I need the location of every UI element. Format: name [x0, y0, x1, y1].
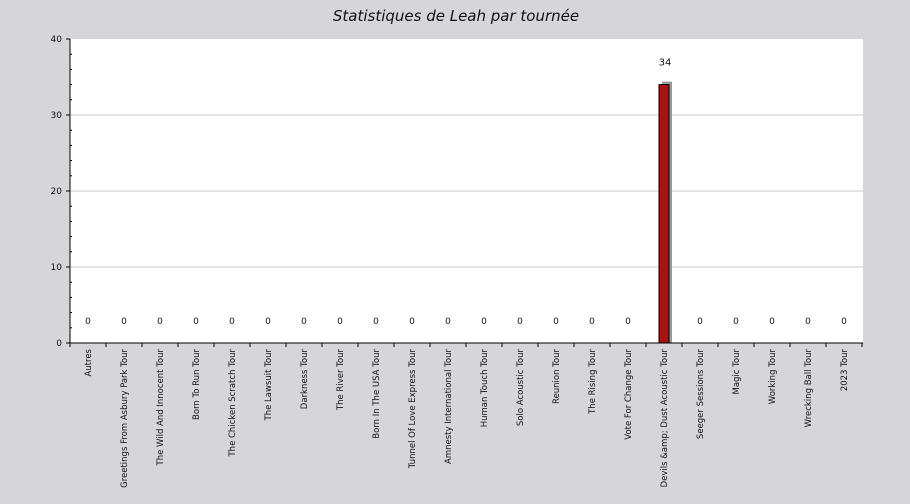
bar-value-label: 0 — [301, 317, 307, 327]
x-category-label: Autres — [84, 348, 94, 376]
grid-layer — [70, 114, 863, 268]
bar-value-label: 0 — [517, 317, 523, 327]
y-tick-label: 30 — [51, 111, 63, 121]
x-category-label: Solo Acoustic Tour — [516, 349, 526, 427]
x-category-label: Devils &amp; Dust Acoustic Tour — [660, 348, 670, 487]
bar-value-label: 0 — [589, 317, 595, 327]
bar-value-label: 0 — [769, 317, 775, 327]
bar — [658, 84, 670, 344]
axis-layer — [66, 38, 863, 347]
x-category-label: 2023 Tour — [840, 349, 850, 392]
x-category-label: Human Touch Tour — [480, 349, 490, 428]
x-category-label: The River Tour — [336, 349, 346, 412]
bar-value-label: 0 — [121, 317, 127, 327]
bar-value-label: 0 — [481, 317, 487, 327]
bar-value-label: 0 — [409, 317, 415, 327]
bar-value-label: 0 — [697, 317, 703, 327]
chart-title: Statistiques de Leah par tournée — [333, 7, 579, 25]
bar-value-label: 0 — [553, 317, 559, 327]
bar-value-label: 0 — [373, 317, 379, 327]
x-category-label: Darkness Tour — [300, 349, 310, 410]
bar-layer — [658, 81, 672, 344]
bar-value-label: 0 — [85, 317, 91, 327]
bar-value-label: 0 — [841, 317, 847, 327]
bar-value-label: 0 — [265, 317, 271, 327]
x-category-label: Seeger Sessions Tour — [696, 349, 706, 440]
x-category-label: Working Tour — [768, 348, 778, 404]
x-category-label: Greetings From Asbury Park Tour — [120, 349, 130, 488]
x-category-label: The Wild And Innocent Tour — [156, 349, 166, 467]
x-category-label: Tunnel Of Love Express Tour — [408, 349, 418, 470]
x-category-label: Born In The USA Tour — [372, 349, 382, 439]
x-category-label: Wrecking Ball Tour — [804, 349, 814, 428]
x-category-label: Amnesty International Tour — [444, 349, 454, 464]
x-category-label: The Rising Tour — [588, 349, 598, 415]
y-tick-label: 10 — [51, 263, 63, 273]
x-category-label: Born To Run Tour — [192, 349, 202, 420]
x-category-label: Reunion Tour — [552, 349, 562, 405]
bar-value-label: 0 — [625, 317, 631, 327]
label-layer: 0 10 20 30 40 Autres 0 Greetings From Asbury Pa… — [51, 35, 850, 488]
x-category-label: Magic Tour — [732, 349, 742, 395]
bar-value-label: 0 — [157, 317, 163, 327]
x-category-label: Vote For Change Tour — [624, 349, 634, 440]
bar-value-label: 0 — [445, 317, 451, 327]
y-tick-label: 20 — [51, 187, 63, 197]
y-tick-label: 40 — [51, 35, 63, 45]
bar-value-label: 0 — [337, 317, 343, 327]
bar-value-label: 34 — [659, 58, 672, 69]
bar-value-label: 0 — [805, 317, 811, 327]
x-category-label: The Lawsuit Tour — [264, 348, 274, 421]
x-category-label: The Chicken Scratch Tour — [228, 349, 238, 458]
bar-value-label: 0 — [733, 317, 739, 327]
bar-value-label: 0 — [229, 317, 235, 327]
bar-value-label: 0 — [193, 317, 199, 327]
y-tick-label: 0 — [56, 339, 62, 349]
